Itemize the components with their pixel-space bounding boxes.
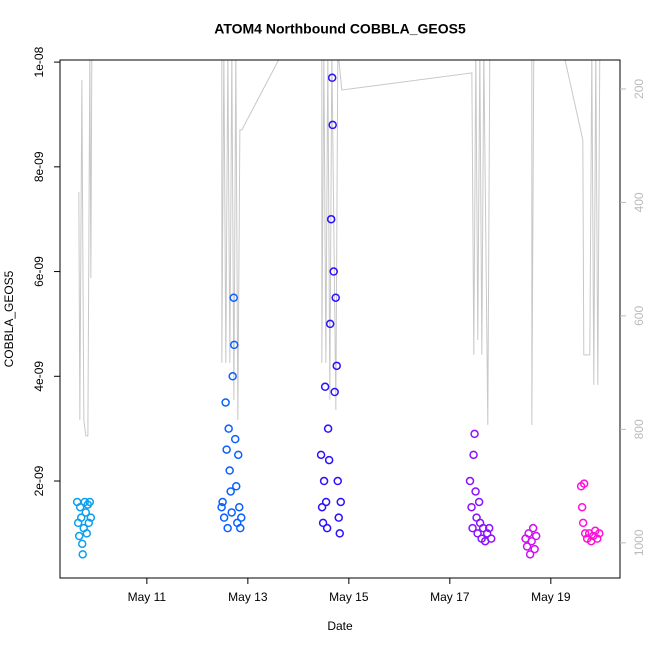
data-point [336, 497, 346, 507]
data-point [84, 518, 94, 528]
x-tick-label: May 17 [430, 590, 470, 604]
data-point [81, 508, 91, 517]
y2-tick-label: 800 [632, 419, 646, 439]
pressure-line [78, 60, 601, 437]
data-point [333, 476, 342, 486]
data-point [328, 120, 337, 130]
data-point [580, 529, 590, 538]
data-point [325, 319, 335, 329]
y-tick-label: 2e-09 [32, 465, 46, 496]
data-point [326, 214, 336, 224]
data-point [467, 502, 476, 512]
y-tick-label: 1e-08 [32, 46, 46, 77]
plot-area [72, 60, 604, 559]
data-point [334, 513, 343, 522]
data-point [484, 523, 494, 533]
data-point [225, 466, 234, 475]
data-point [78, 550, 87, 559]
data-point [230, 434, 240, 444]
data-point [316, 450, 326, 460]
data-point [324, 455, 334, 465]
data-point [222, 445, 231, 454]
data-point [474, 497, 484, 507]
data-point [224, 424, 233, 433]
y2-tick-label: 600 [632, 306, 646, 326]
plot-frame [59, 59, 621, 579]
data-point [465, 476, 475, 486]
data-point [468, 523, 477, 533]
data-point [469, 450, 478, 460]
data-point [525, 550, 535, 559]
data-point [85, 497, 95, 507]
data-point [577, 502, 587, 512]
data-point [221, 398, 230, 407]
y2-tick-label: 400 [632, 192, 646, 212]
data-point [76, 513, 86, 522]
data-point [320, 382, 330, 392]
y-tick-label: 8e-09 [32, 151, 46, 182]
data-point [330, 387, 339, 397]
data-point [486, 534, 496, 543]
data-point [229, 293, 238, 302]
y-axis-label: COBBLA_GEOS5 [2, 270, 16, 367]
data-point [524, 529, 533, 538]
data-point [223, 523, 232, 533]
data-point [319, 476, 329, 486]
data-point [331, 293, 340, 302]
data-point [471, 487, 480, 496]
data-point [527, 536, 536, 546]
data-point [522, 542, 532, 551]
data-point [82, 529, 92, 538]
data-point [77, 539, 87, 549]
y-tick-label: 4e-09 [32, 361, 46, 392]
data-point [217, 502, 226, 512]
data-point [235, 502, 244, 512]
data-point [329, 267, 338, 276]
x-tick-label: May 11 [128, 590, 167, 604]
data-point [86, 513, 96, 522]
data-point [75, 502, 85, 512]
y2-tick-label: 200 [632, 79, 646, 99]
y2-tick-label: 1000 [632, 529, 646, 556]
data-point [470, 429, 479, 439]
data-point [237, 513, 246, 522]
data-point [473, 529, 482, 538]
data-point [531, 531, 541, 541]
data-point [335, 529, 344, 538]
data-point [530, 544, 539, 554]
data-point [74, 531, 84, 541]
data-point [595, 529, 604, 538]
x-tick-label: May 15 [329, 590, 369, 604]
data-point [578, 518, 588, 528]
chart-title: ATOM4 Northbound COBBLA_GEOS5 [214, 21, 466, 37]
data-point [482, 529, 492, 538]
data-point [226, 487, 235, 496]
data-point [593, 534, 602, 543]
data-point [236, 523, 245, 533]
data-point [228, 372, 237, 381]
y-tick-label: 6e-09 [32, 256, 46, 287]
data-point [227, 508, 236, 517]
data-point [318, 518, 328, 528]
data-point [478, 523, 488, 533]
data-point [322, 523, 332, 533]
data-point [317, 502, 327, 512]
data-point [231, 482, 241, 491]
data-point [229, 340, 239, 350]
x-axis-label: Date [327, 619, 353, 633]
x-tick-label: May 19 [531, 590, 571, 604]
data-point [234, 450, 243, 460]
data-point [332, 361, 341, 371]
x-tick-label: May 13 [228, 590, 268, 604]
data-point [579, 479, 589, 488]
data-point [218, 497, 227, 507]
data-point [528, 523, 538, 533]
data-point [327, 73, 337, 83]
data-point [321, 497, 331, 507]
data-point [323, 424, 333, 433]
data-point [219, 513, 229, 522]
